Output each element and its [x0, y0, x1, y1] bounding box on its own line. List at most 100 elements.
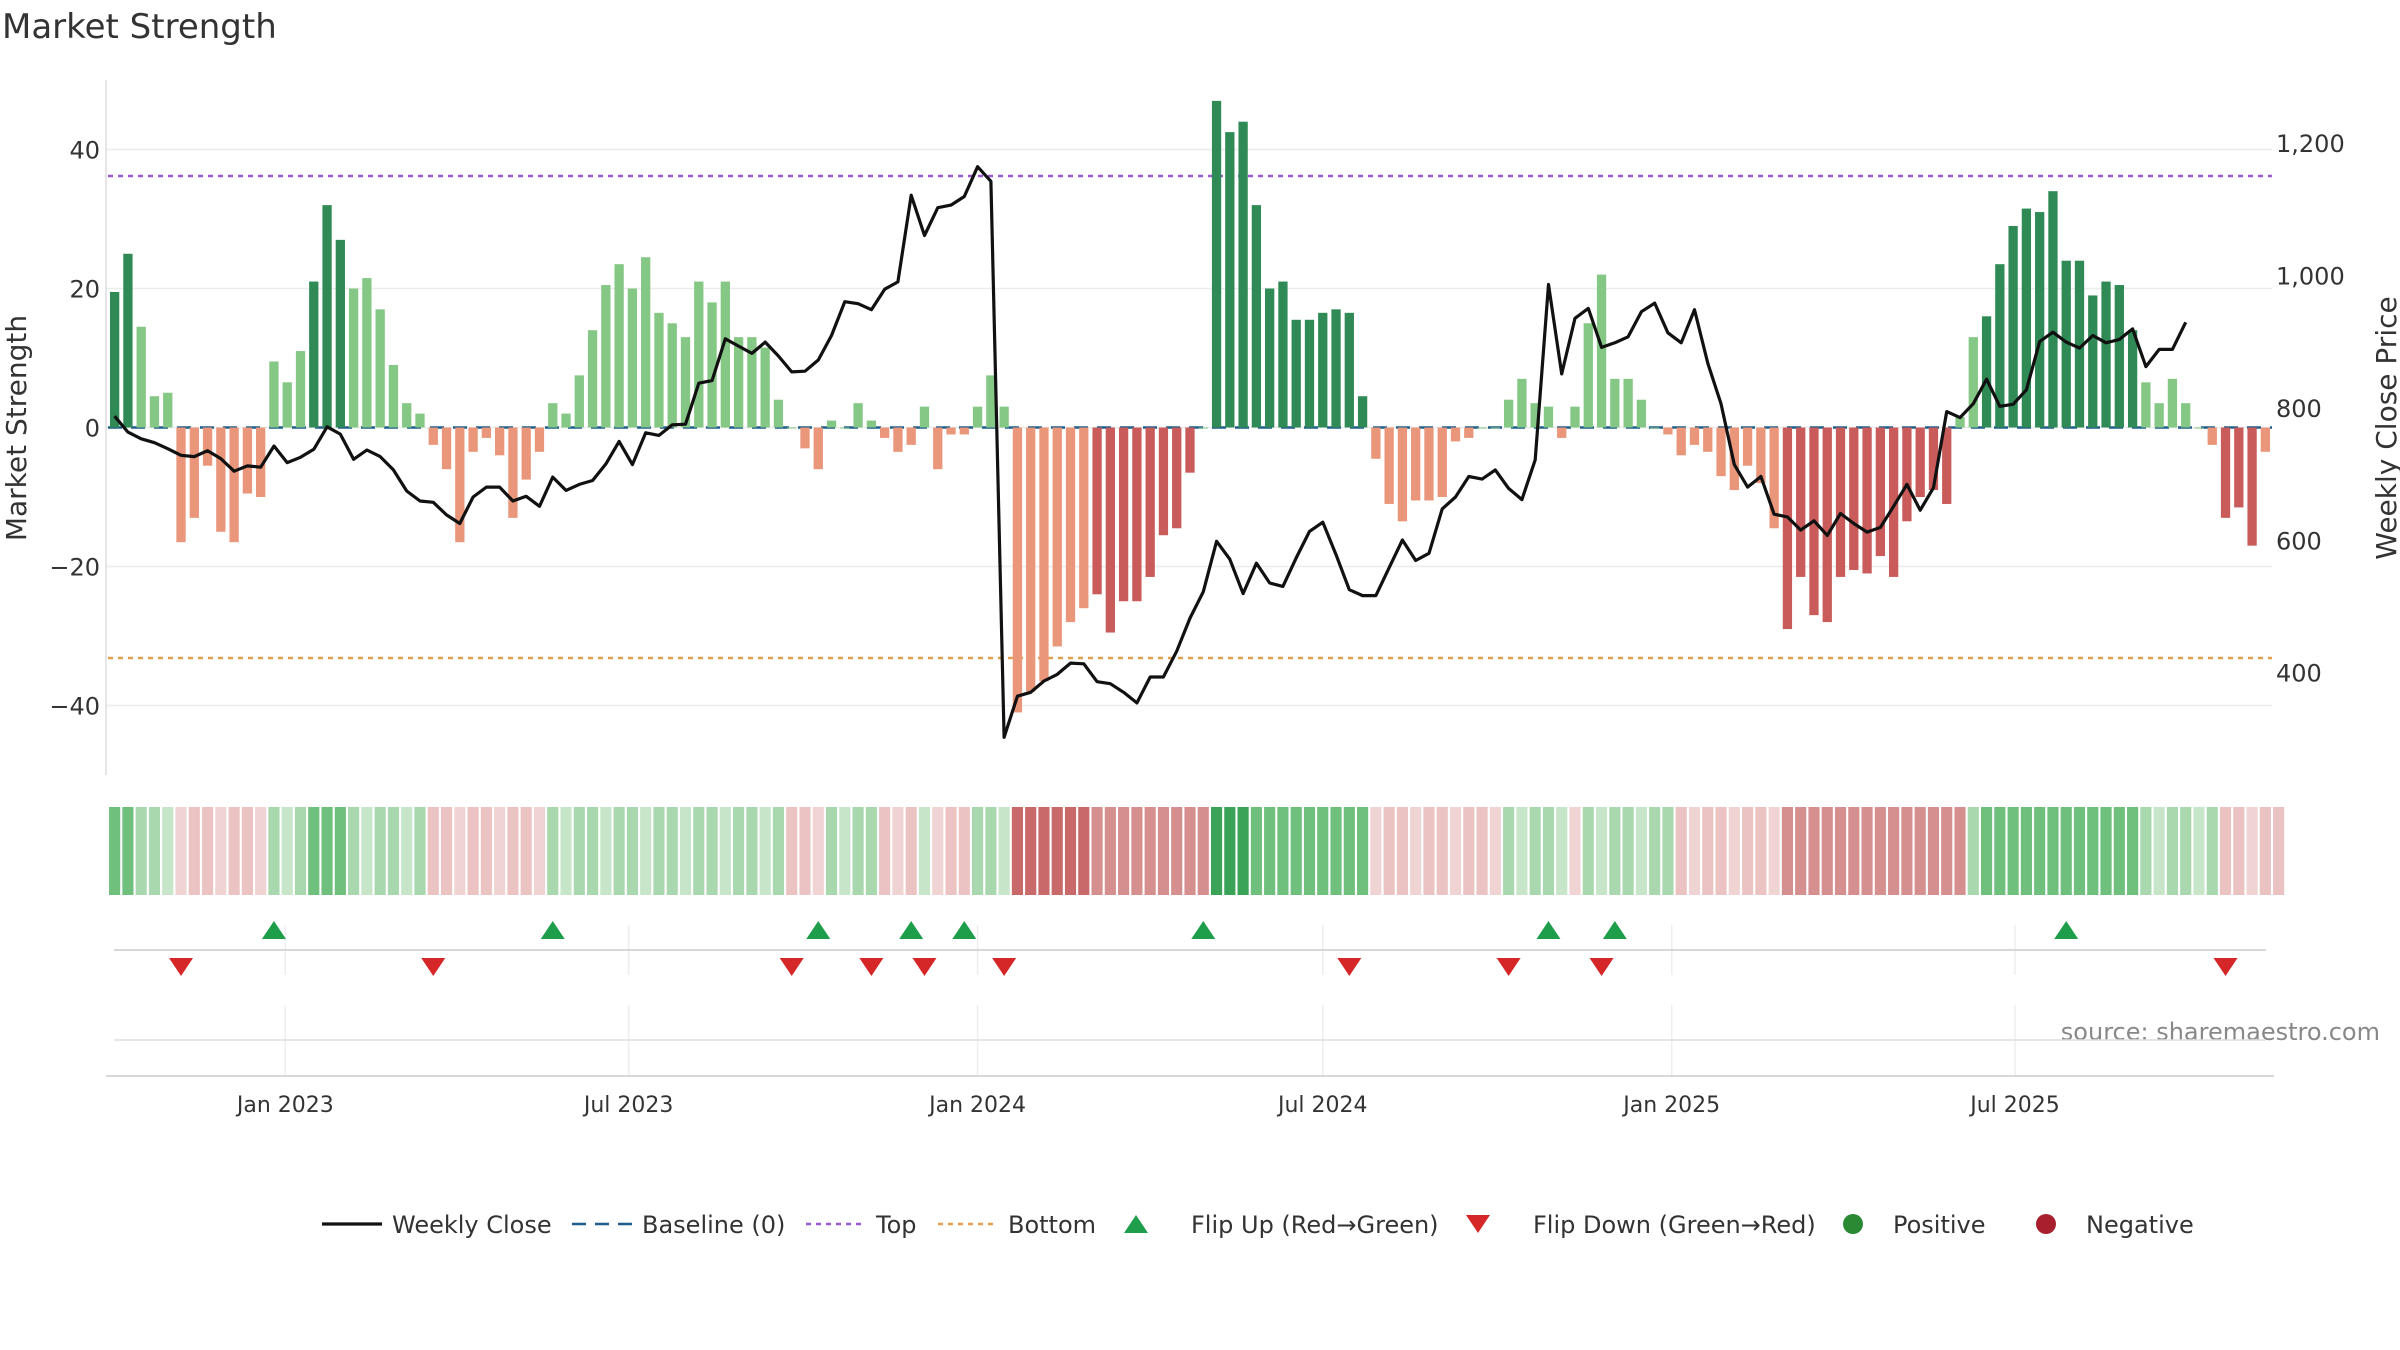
strength-bar [2154, 403, 2164, 428]
state-cell [2034, 807, 2046, 895]
state-cell [733, 807, 745, 895]
strength-bar [733, 337, 744, 428]
strength-bar [2141, 382, 2151, 428]
state-cell [2087, 807, 2099, 895]
state-cell [932, 807, 944, 895]
strength-bar [1092, 427, 1102, 595]
state-cell [1396, 807, 1408, 895]
grid-lines [106, 148, 2272, 1076]
flip-up-marker [2054, 921, 2079, 939]
strength-bar [1756, 427, 1766, 484]
state-cell [679, 807, 692, 895]
x-tick-label: Jul 2023 [582, 1093, 674, 1118]
strength-bar [242, 427, 253, 494]
state-cell [1529, 807, 1541, 895]
strength-bar [587, 330, 598, 428]
state-cell [1171, 807, 1183, 895]
state-cell [2273, 807, 2285, 895]
strength-bar [1118, 427, 1129, 602]
state-cell [281, 807, 293, 895]
state-cell [507, 807, 519, 895]
strength-bar [548, 403, 558, 428]
state-cell [188, 807, 200, 895]
strength-bar [1371, 427, 1381, 459]
state-cell [1688, 807, 1701, 895]
strength-bar [972, 406, 983, 428]
strength-bar [494, 427, 505, 456]
y-tick-left-label: −20 [49, 554, 100, 582]
state-cell [600, 807, 612, 895]
strength-bar [229, 427, 239, 543]
state-cell [1954, 807, 1966, 895]
legend: Weekly Close Baseline (0) Top Bottom Flip Up… [322, 1211, 2194, 1239]
state-cell [201, 807, 214, 895]
state-cell [135, 807, 147, 895]
strength-bar [2234, 427, 2244, 508]
strength-bar [2101, 281, 2111, 428]
state-cell [1118, 807, 1130, 895]
strength-bar [654, 312, 664, 428]
state-cell [786, 807, 798, 895]
state-cell [1476, 807, 1488, 895]
state-cell [268, 807, 280, 895]
state-cell [1768, 807, 1780, 895]
legend-label: Weekly Close [392, 1211, 552, 1239]
source-note: source: sharemaestro.com [2061, 1018, 2380, 1046]
state-cell [440, 807, 453, 895]
strength-bar [641, 257, 651, 428]
state-cell [1264, 807, 1276, 895]
strength-bar [189, 427, 199, 518]
strength-bar [1437, 427, 1447, 497]
strength-bar [2035, 212, 2045, 428]
strength-bar [1928, 427, 1939, 491]
state-cell [772, 807, 785, 895]
strength-bar [2008, 225, 2018, 428]
state-cell [2047, 807, 2059, 895]
y-tick-right-label: 800 [2276, 395, 2322, 423]
strength-bar [521, 427, 531, 480]
strength-bar [176, 427, 186, 543]
strength-bar [614, 264, 624, 428]
state-cell [879, 807, 891, 895]
state-cell [666, 807, 678, 895]
strength-bar [1689, 427, 1700, 445]
strength-bar [1039, 427, 1049, 682]
state-cell [215, 807, 227, 895]
strength-bar [269, 361, 279, 428]
state-cell [1250, 807, 1262, 895]
state-cell [945, 807, 957, 895]
strength-bar [1543, 406, 1554, 428]
flip-down-marker [1589, 958, 1614, 976]
strength-bar [1517, 378, 1527, 428]
state-cell [494, 807, 506, 895]
flip-markers [169, 921, 2238, 976]
strength-bar [574, 375, 584, 428]
strength-bar [2021, 208, 2032, 428]
strength-bar [866, 420, 877, 428]
state-cell [839, 807, 851, 895]
state-cell [1569, 807, 1581, 895]
strength-bar [1225, 132, 1235, 428]
state-cell [454, 807, 466, 895]
state-cell [2113, 807, 2125, 895]
state-cell [1888, 807, 1900, 895]
strength-bar [163, 392, 173, 428]
y-tick-right-label: 1,200 [2276, 130, 2345, 158]
strength-bar [946, 427, 956, 435]
state-cell [852, 807, 864, 895]
strength-bar [1357, 396, 1368, 428]
state-cell [1449, 807, 1462, 895]
strength-bar [455, 427, 465, 543]
state-cell [1675, 807, 1687, 895]
strength-bar [1450, 427, 1461, 442]
state-cell [414, 807, 426, 895]
strength-bar [2114, 285, 2124, 428]
flip-down-marker [169, 958, 194, 976]
strength-bar [1331, 309, 1341, 428]
state-cell [1343, 807, 1355, 895]
strength-bar [2167, 378, 2178, 428]
flip-down-marker [859, 958, 884, 976]
state-cell [228, 807, 240, 895]
strength-bar [216, 427, 226, 532]
state-cell [1144, 807, 1156, 895]
